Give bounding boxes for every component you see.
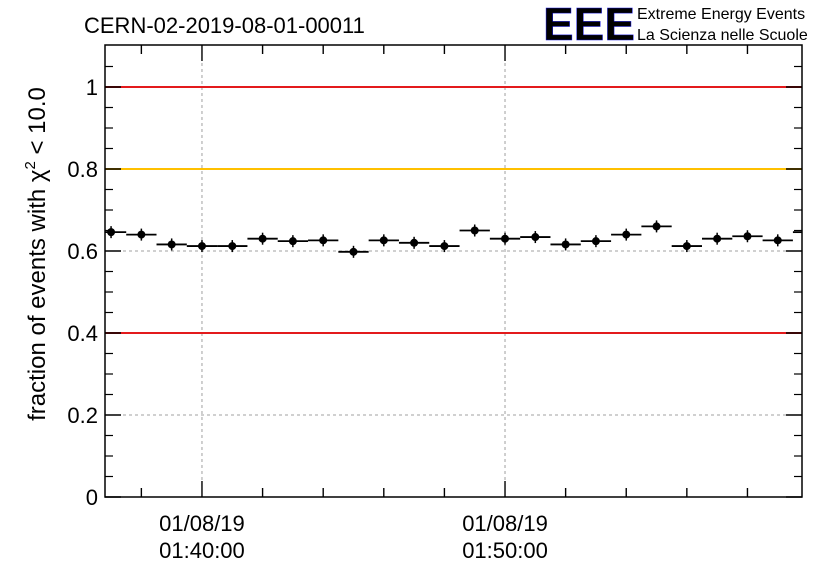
y-axis-label-prefix: fraction of events with χ: [24, 169, 51, 421]
eee-logo-text: EEE: [543, 0, 635, 50]
x-tick-label-date: 01/08/19: [159, 511, 245, 536]
x-tick-label-time: 01:40:00: [159, 538, 245, 563]
y-tick-label: 0: [86, 485, 98, 510]
y-axis-label-sup: 2: [22, 161, 39, 169]
y-axis-label-suffix: < 10.0: [24, 87, 51, 161]
y-tick-label: 0.8: [67, 157, 98, 182]
y-tick-label: 0.6: [67, 239, 98, 264]
y-tick-label: 1: [86, 75, 98, 100]
eee-logo-line1: Extreme Energy Events: [637, 6, 805, 23]
x-tick-label-date: 01/08/19: [462, 511, 548, 536]
y-axis-label: fraction of events with χ2 < 10.0: [22, 87, 51, 421]
reference-lines: [105, 86, 802, 334]
y-tick-label: 0.4: [67, 321, 98, 346]
eee-logo: EEE Extreme Energy Events La Scienza nel…: [543, 0, 808, 50]
eee-logo-line2: La Scienza nelle Scuole: [637, 27, 808, 44]
grid-lines: [105, 45, 802, 497]
x-tick-label-time: 01:50:00: [462, 538, 548, 563]
chart-title: CERN-02-2019-08-01-00011: [84, 13, 365, 38]
plot-frame: [104, 44, 803, 498]
y-tick-label: 0.2: [67, 403, 98, 428]
data-points: [105, 220, 802, 258]
axes: 00.20.40.60.8101/08/1901:40:0001/08/1901…: [67, 45, 802, 563]
